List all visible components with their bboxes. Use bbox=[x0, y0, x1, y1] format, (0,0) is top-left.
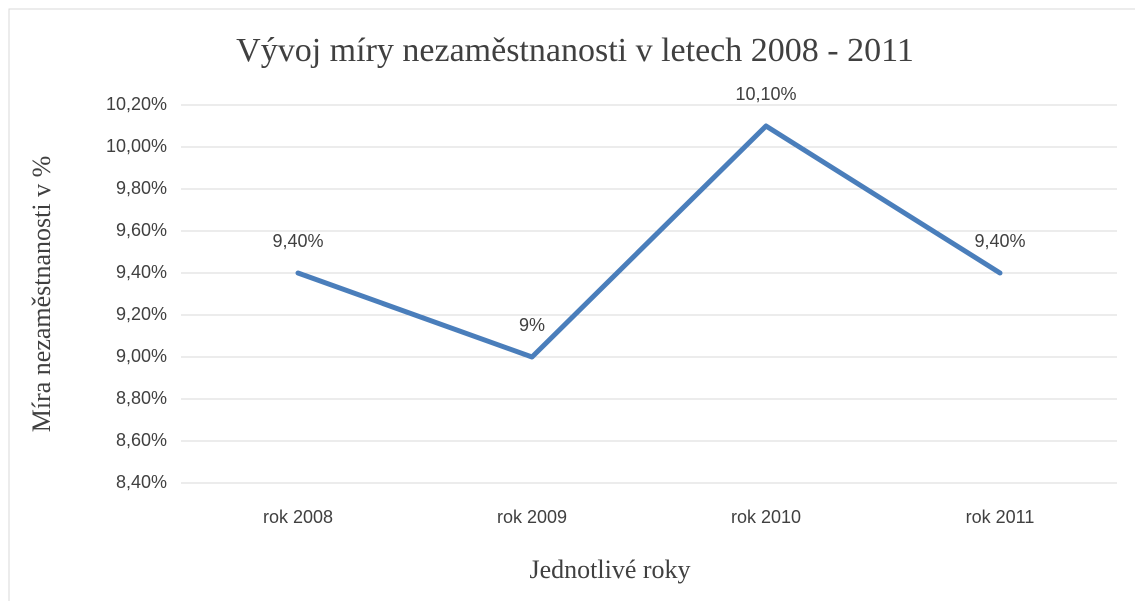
y-tick-label: 9,80% bbox=[116, 178, 167, 198]
y-tick-label: 9,40% bbox=[116, 262, 167, 282]
line-series bbox=[295, 123, 1003, 360]
data-label: 9,40% bbox=[974, 231, 1025, 251]
x-axis-label: Jednotlivé roky bbox=[529, 555, 690, 584]
y-tick-label: 8,60% bbox=[116, 430, 167, 450]
y-tick-label: 9,20% bbox=[116, 304, 167, 324]
x-tick-label: rok 2010 bbox=[731, 507, 801, 527]
y-tick-label: 9,00% bbox=[116, 346, 167, 366]
x-tick-label: rok 2009 bbox=[497, 507, 567, 527]
x-tick-label: rok 2008 bbox=[263, 507, 333, 527]
data-label: 9% bbox=[519, 315, 545, 335]
data-label: 10,10% bbox=[735, 84, 796, 104]
y-tick-label: 10,20% bbox=[106, 94, 167, 114]
chart-title: Vývoj míry nezaměstnanosti v letech 2008… bbox=[236, 32, 914, 69]
y-tick-label: 10,00% bbox=[106, 136, 167, 156]
data-label: 9,40% bbox=[272, 231, 323, 251]
y-tick-label: 9,60% bbox=[116, 220, 167, 240]
y-tick-label: 8,80% bbox=[116, 388, 167, 408]
y-axis-label: Míra nezaměstnanosti v % bbox=[27, 156, 56, 433]
x-tick-label: rok 2011 bbox=[966, 507, 1035, 527]
y-tick-label: 8,40% bbox=[116, 472, 167, 492]
chart-border bbox=[8, 8, 1135, 601]
